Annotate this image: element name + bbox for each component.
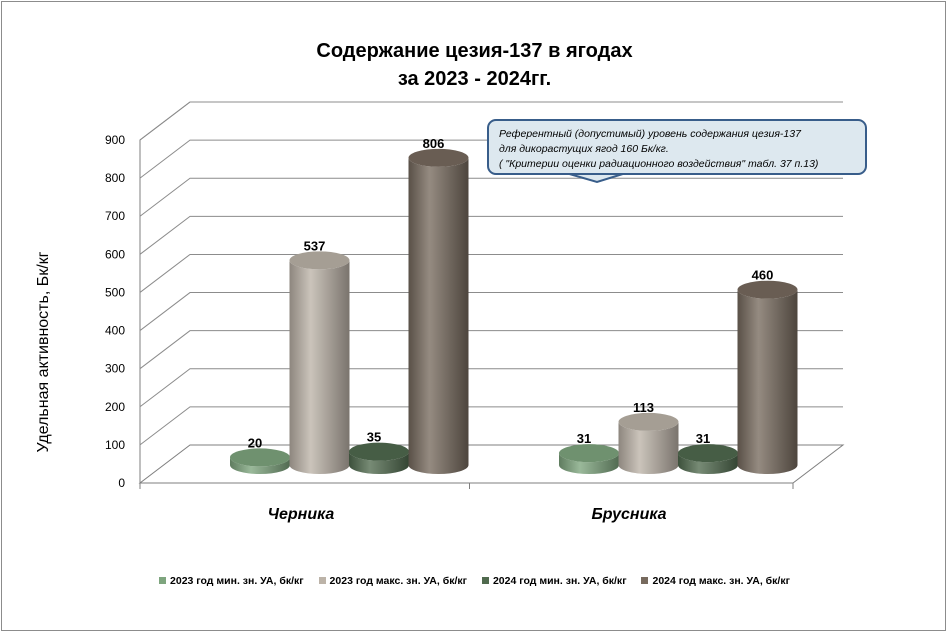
- data-label-0-3: 806: [423, 136, 445, 151]
- legend-swatch-2: [318, 577, 326, 584]
- gridline-100: [139, 406, 843, 446]
- bar-body-1-1: [618, 421, 679, 474]
- bar-body-0-2: [349, 451, 409, 474]
- gridlines: [139, 101, 843, 446]
- legend: 2023 год мин. зн. УА, бк/кг 2023 год мак…: [0, 575, 949, 587]
- gridline-300: [139, 330, 843, 370]
- gridline-900: [139, 101, 843, 141]
- legend-swatch-3: [481, 577, 489, 584]
- data-label-1-2: 31: [696, 431, 710, 446]
- note-line-3: ( "Критерии оценки радиационного воздейс…: [499, 158, 819, 170]
- legend-item-3: 2024 год мин. зн. УА, бк/кг: [481, 575, 627, 587]
- reference-level-note: Референтный (допустимый) уровень содержа…: [487, 119, 867, 175]
- data-label-1-0: 31: [577, 431, 591, 446]
- note-line-1: Референтный (допустимый) уровень содержа…: [499, 128, 801, 140]
- gridline-600: [139, 215, 843, 255]
- bar-top-0-1: [289, 251, 350, 270]
- data-label-1-1: 113: [633, 400, 654, 415]
- bar-top-0-0: [230, 448, 290, 467]
- legend-label-1: 2023 год мин. зн. УА, бк/кг: [170, 575, 304, 587]
- bars: [230, 148, 798, 474]
- data-label-0-0: 20: [248, 435, 262, 450]
- legend-swatch-1: [159, 577, 167, 584]
- category-labels: Черника Брусника: [268, 506, 667, 523]
- gridline-700: [139, 177, 843, 217]
- legend-label-4: 2024 год макс. зн. УА, бк/кг: [652, 575, 790, 587]
- data-labels: 20 537 35 806 31 113 31 460: [248, 136, 774, 451]
- bar-body-1-3: [737, 289, 798, 474]
- data-label-1-3: 460: [752, 268, 774, 283]
- y-tick-label-500: 500: [105, 285, 125, 299]
- bar-0-2: [349, 442, 409, 474]
- bar-body-0-3: [408, 157, 469, 474]
- bar-top-1-2: [678, 444, 738, 463]
- y-tick-label-300: 300: [105, 362, 125, 376]
- legend-label-2: 2023 год макс. зн. УА, бк/кг: [329, 575, 468, 587]
- legend-label-3: 2024 год мин. зн. УА, бк/кг: [492, 575, 627, 587]
- bar-0-1: [289, 251, 350, 474]
- y-tick-label-900: 900: [105, 133, 125, 147]
- bar-1-0: [559, 444, 619, 474]
- y-ticks: 0 100 200 300 400 500 600 700 800 900: [105, 133, 125, 490]
- gridline-400: [139, 292, 843, 331]
- note-line-2: для дикорастущих ягод 160 Бк/кг.: [499, 143, 669, 155]
- gridline-500: [139, 253, 843, 293]
- y-tick-label-400: 400: [105, 324, 125, 338]
- category-label-0: Черника: [268, 506, 335, 523]
- bar-body-0-0: [230, 457, 290, 474]
- chart-title: Содержание цезия-137 в ягодах: [316, 40, 633, 62]
- legend-swatch-4: [641, 577, 649, 584]
- bar-0-0: [230, 448, 290, 474]
- y-tick-label-600: 600: [105, 247, 125, 261]
- bar-top-1-0: [559, 444, 619, 463]
- legend-item-2: 2023 год макс. зн. УА, бк/кг: [318, 575, 468, 587]
- bar-body-1-2: [678, 453, 738, 474]
- bar-1-3: [737, 280, 798, 474]
- y-tick-label-800: 800: [105, 171, 125, 185]
- bar-top-0-2: [349, 442, 409, 461]
- bar-1-2: [678, 444, 738, 474]
- y-tick-label-100: 100: [105, 438, 125, 452]
- gridline-200: [139, 368, 843, 408]
- bar-body-1-0: [559, 453, 619, 474]
- bar-top-0-3: [408, 148, 469, 167]
- bar-1-1: [618, 412, 679, 474]
- bar-top-1-1: [618, 412, 679, 431]
- legend-item-1: 2023 год мин. зн. УА, бк/кг: [159, 575, 304, 587]
- legend-item-4: 2024 год макс. зн. УА, бк/кг: [641, 575, 790, 587]
- data-label-0-2: 35: [367, 430, 381, 445]
- y-tick-label-700: 700: [105, 209, 125, 223]
- data-label-0-1: 537: [304, 238, 326, 253]
- category-label-1: Брусника: [591, 506, 666, 523]
- y-tick-label-200: 200: [105, 400, 125, 414]
- bar-top-1-3: [737, 280, 798, 299]
- chart-subtitle: за 2023 - 2024гг.: [397, 68, 552, 90]
- bar-0-3: [408, 148, 469, 474]
- y-tick-label-0: 0: [118, 476, 125, 490]
- bar-body-0-1: [289, 260, 350, 474]
